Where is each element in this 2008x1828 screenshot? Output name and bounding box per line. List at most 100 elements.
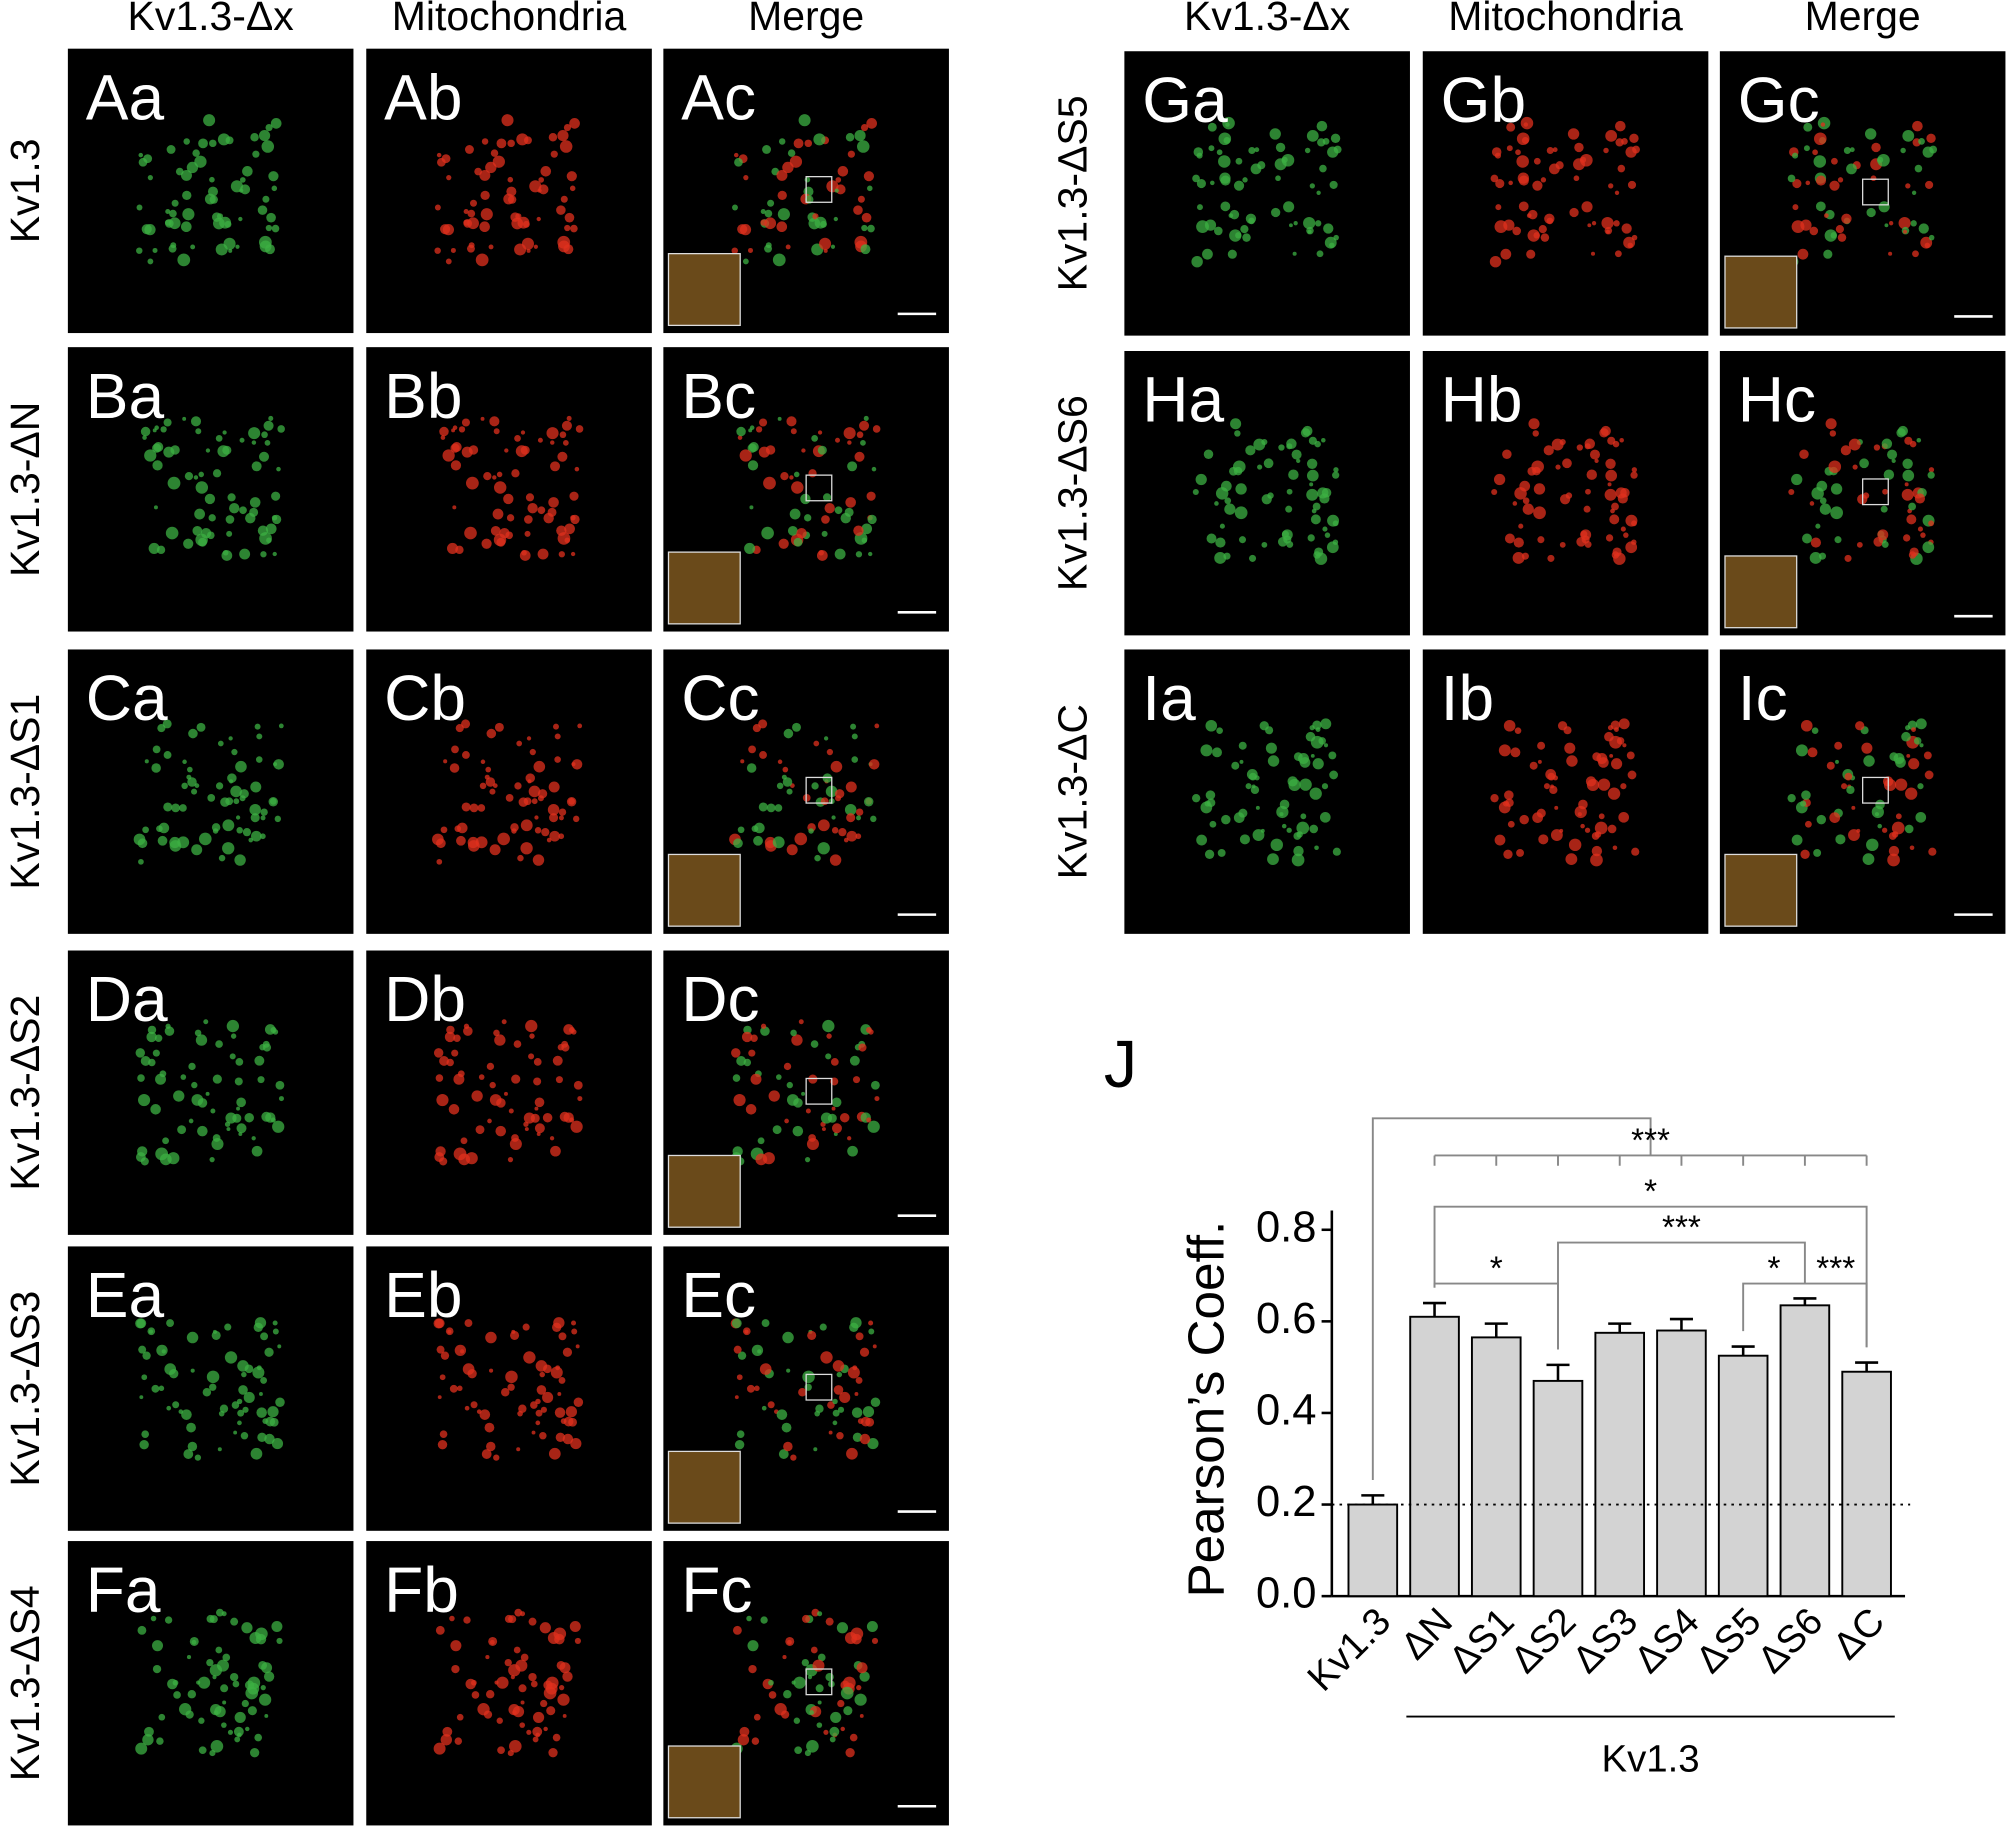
signal (226, 1127, 231, 1132)
signal (853, 205, 863, 215)
signal (1788, 488, 1795, 496)
signal (1928, 234, 1935, 241)
signal (457, 1385, 463, 1392)
signal (1296, 821, 1310, 835)
signal (1543, 445, 1554, 456)
signal (537, 188, 542, 193)
signal (562, 1714, 567, 1718)
signal (467, 217, 479, 230)
signal (839, 1391, 851, 1404)
signal (1929, 145, 1938, 154)
signal (851, 1407, 863, 1418)
signal (163, 802, 173, 812)
signal (563, 124, 571, 132)
signal (181, 782, 188, 790)
signal (1815, 175, 1827, 186)
signal (1307, 534, 1315, 542)
signal (451, 745, 459, 754)
signal (1834, 741, 1843, 750)
signal (197, 1125, 208, 1137)
signal (261, 1662, 273, 1674)
signal (260, 551, 267, 558)
signal (741, 1031, 753, 1043)
signal (205, 1091, 210, 1096)
signal (1574, 142, 1584, 153)
signal (1314, 547, 1324, 557)
signal (777, 208, 790, 221)
signal (1259, 721, 1269, 731)
signal (1815, 201, 1826, 212)
signal (147, 1327, 156, 1336)
inset-marker (805, 474, 833, 502)
signal (150, 1615, 157, 1622)
signal (528, 1672, 537, 1682)
signal (455, 724, 464, 733)
signal (793, 537, 803, 547)
signal (804, 1157, 811, 1163)
signal (138, 1345, 147, 1354)
signal (868, 551, 873, 557)
signal (241, 1622, 253, 1634)
signal (825, 1617, 834, 1626)
signal (740, 759, 745, 764)
signal (1614, 727, 1619, 733)
signal (440, 826, 448, 834)
signal (177, 1125, 187, 1135)
signal (1902, 469, 1915, 482)
signal (173, 1090, 185, 1102)
signal (1540, 233, 1550, 242)
signal (550, 1366, 563, 1379)
signal (1332, 847, 1341, 856)
signal (231, 1401, 240, 1409)
signal (783, 728, 794, 739)
signal (832, 1420, 838, 1426)
signal (1320, 718, 1332, 730)
signal (195, 1034, 208, 1046)
signal (1321, 437, 1326, 443)
signal (156, 825, 163, 832)
signal (1607, 482, 1612, 487)
inset-marker (805, 1077, 833, 1105)
signal (812, 1659, 825, 1672)
signal (1249, 772, 1257, 781)
signal (561, 420, 572, 431)
signal (139, 1439, 149, 1450)
signal (755, 1153, 768, 1166)
signal (206, 1370, 220, 1384)
micrograph: Db (366, 950, 652, 1235)
signal (186, 1331, 199, 1344)
signal (1589, 449, 1600, 460)
column-header: Kv1.3-Δx (128, 0, 295, 39)
signal (520, 430, 526, 435)
signal (806, 1740, 819, 1753)
signal (439, 426, 449, 437)
signal (172, 1401, 180, 1409)
micrograph: Hc (1719, 350, 2006, 636)
signal (570, 1437, 582, 1450)
signal (454, 825, 462, 832)
signal (1604, 488, 1617, 501)
signal (815, 1684, 824, 1693)
signal (202, 1388, 212, 1397)
signal (1332, 520, 1339, 527)
signal (259, 1392, 263, 1396)
signal (843, 837, 849, 843)
signal (1240, 225, 1249, 234)
signal (537, 548, 549, 560)
signal (1293, 221, 1298, 226)
signal (180, 169, 192, 181)
signal (1810, 537, 1822, 548)
signal (763, 476, 776, 490)
signal (1620, 526, 1626, 532)
signal (1202, 248, 1213, 260)
signal (266, 212, 276, 223)
signal (1551, 438, 1564, 451)
signal (847, 150, 855, 158)
signal (860, 439, 866, 446)
signal (137, 838, 148, 849)
signal (1275, 142, 1286, 153)
signal (433, 1742, 446, 1755)
signal (1605, 129, 1618, 142)
signal (436, 858, 443, 865)
signal (739, 224, 752, 236)
